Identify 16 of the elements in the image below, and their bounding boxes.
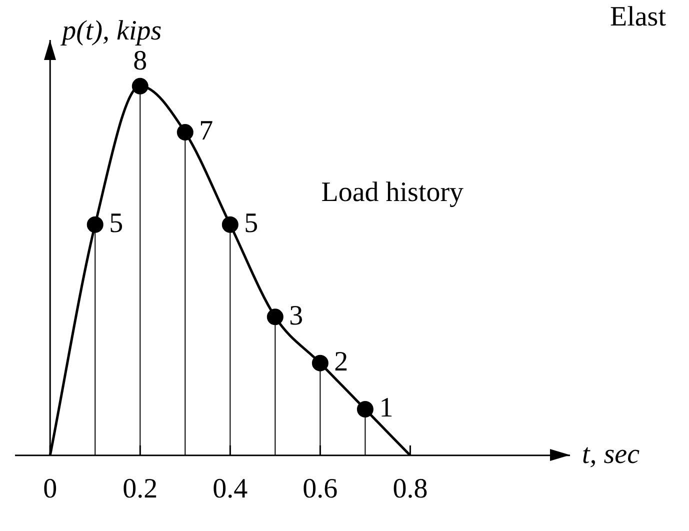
data-label: 5 <box>244 208 258 239</box>
x-tick-label: 0.2 <box>122 474 158 505</box>
x-tick-label: 0.4 <box>212 474 248 505</box>
x-tick-label: 0.8 <box>392 474 428 505</box>
x-axis-title: t, sec <box>582 438 640 470</box>
data-label: 8 <box>133 46 148 77</box>
data-label: 3 <box>289 300 304 332</box>
x-tick-label: 0.6 <box>302 474 338 505</box>
data-label: 1 <box>379 392 394 424</box>
data-label: 2 <box>334 346 348 378</box>
x-tick-label: 0 <box>43 474 58 505</box>
y-axis-title: p(t), kips <box>60 15 162 46</box>
text: Elast <box>610 1 666 32</box>
data-label: 5 <box>109 208 124 239</box>
annotation: Load history <box>321 177 464 208</box>
data-label: 7 <box>199 116 214 147</box>
